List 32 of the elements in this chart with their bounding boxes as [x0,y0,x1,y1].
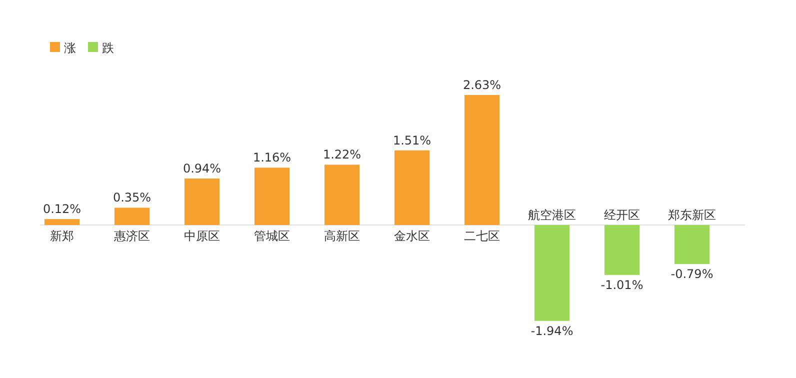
bar [114,208,150,225]
data-label: -0.79% [670,267,714,282]
x-tick-label: 管城区 [254,229,290,243]
bar [184,178,220,225]
legend-label: 跌 [102,41,114,55]
data-label: 0.35% [112,190,152,205]
data-label: 1.51% [392,133,432,148]
data-label: 1.16% [252,150,292,165]
bar [604,225,640,275]
legend-label: 涨 [64,41,76,55]
bar [394,150,430,225]
bar [534,225,570,321]
bar [674,225,710,264]
data-label: -1.01% [600,278,644,292]
bar [254,168,290,225]
data-label: 1.22% [322,148,362,162]
x-tick-label: 金水区 [394,229,430,243]
x-tick-label: 二七区 [464,229,500,243]
data-label: 0.12% [42,202,82,216]
bar [324,164,360,225]
data-label: 2.63% [462,78,502,92]
x-tick-label: 惠济区 [113,229,150,243]
x-tick-label: 郑东新区 [668,208,716,222]
bar [44,219,80,225]
data-label: 0.94% [182,162,222,176]
x-tick-label: 中原区 [184,229,220,243]
x-tick-label: 经开区 [604,208,640,222]
x-tick-label: 高新区 [324,229,360,243]
data-label: -1.94% [530,324,574,338]
x-tick-label: 新郑 [50,229,74,243]
x-tick-label: 航空港区 [528,208,576,222]
bar [464,95,500,225]
